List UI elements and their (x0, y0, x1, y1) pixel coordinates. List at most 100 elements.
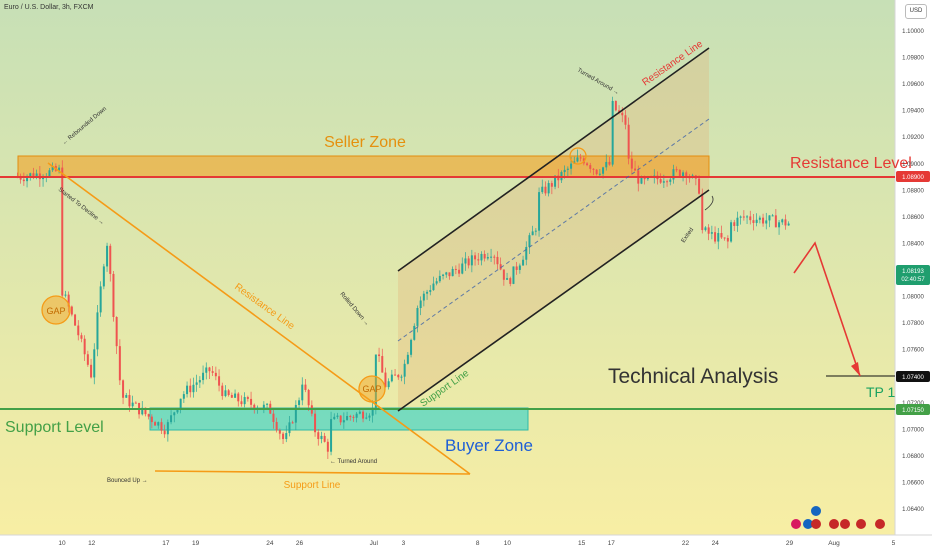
candle-body (742, 216, 745, 218)
candle-body (755, 219, 758, 223)
current-price-text: 1.08193 (902, 269, 924, 275)
candle-body (330, 419, 333, 452)
candle-body (787, 223, 790, 226)
candle-body (419, 300, 422, 309)
tp-price-text: 1.07400 (902, 375, 924, 381)
candle-body (474, 255, 477, 260)
candle-body (342, 420, 345, 423)
time-tick-label: 8 (476, 540, 480, 547)
candle-body (192, 384, 195, 393)
time-tick-label: 24 (266, 540, 274, 547)
event-icon[interactable] (811, 519, 821, 529)
event-icon[interactable] (791, 519, 801, 529)
plot-background (0, 0, 895, 540)
candle-body (42, 177, 45, 180)
candle-body (608, 161, 611, 165)
candle-body (605, 161, 608, 168)
price-tick-label: 1.06400 (902, 507, 924, 513)
candle-body (134, 402, 137, 404)
candle-body (234, 393, 237, 398)
candle-body (547, 183, 550, 194)
candle-body (522, 259, 525, 266)
event-icon[interactable] (856, 519, 866, 529)
time-axis: 10 12 17 19 24 26 Jul 3 8 10 15 17 22 24 29 Aug 5 (58, 540, 895, 547)
candle-body (294, 404, 297, 423)
candle-body (506, 278, 509, 280)
candle-body (67, 294, 70, 307)
candle-body (730, 222, 733, 242)
candle-body (160, 422, 163, 431)
currency-button[interactable]: USD (905, 4, 927, 19)
time-tick-label: Aug (828, 540, 840, 547)
tp1-label: TP 1 (866, 384, 896, 400)
candle-body (781, 219, 784, 223)
price-tick-label: 1.09800 (902, 56, 924, 62)
time-tick-label: 17 (608, 540, 616, 547)
candle-body (381, 356, 384, 373)
candle-body (141, 407, 144, 415)
candle-body (448, 272, 451, 277)
time-tick-label: 15 (578, 540, 586, 547)
candle-body (710, 232, 713, 234)
candle-body (765, 220, 768, 224)
candle-body (675, 169, 678, 171)
price-tick-label: 1.07600 (902, 348, 924, 354)
candle-body (61, 167, 64, 296)
candle-body (115, 316, 118, 347)
candle-body (317, 432, 320, 440)
candle-body (432, 283, 435, 291)
gap-marker-1 (41, 295, 71, 325)
candle-body (480, 253, 483, 261)
candle-body (518, 265, 521, 270)
candle-body (208, 367, 211, 372)
candle-body (176, 408, 179, 413)
candle-body (112, 273, 115, 317)
time-tick-label: 19 (192, 540, 200, 547)
candle-body (349, 416, 352, 418)
candle-body (752, 220, 755, 223)
candle-body (454, 268, 457, 270)
candle-body (717, 233, 720, 242)
candle-body (669, 179, 672, 182)
candle-body (589, 165, 592, 169)
candle-body (422, 293, 425, 301)
candle-body (400, 376, 403, 378)
candle-body (26, 176, 29, 182)
candle-body (77, 325, 80, 336)
candle-body (35, 173, 38, 178)
candle-body (336, 415, 339, 417)
event-icon[interactable] (811, 506, 821, 516)
candle-body (19, 177, 22, 180)
candle-body (93, 349, 96, 378)
candle-body (144, 407, 147, 415)
candle-body (723, 237, 726, 239)
candle-body (333, 416, 336, 420)
candle-body (384, 372, 387, 388)
price-tick-label: 1.06600 (902, 480, 924, 486)
candle-body (362, 411, 365, 419)
symbol-title: Euro / U.S. Dollar, 3h, FXCM (4, 4, 94, 11)
candle-body (662, 181, 665, 183)
candle-body (230, 395, 233, 398)
candle-body (240, 401, 243, 405)
candle-body (486, 257, 489, 259)
candle-body (224, 390, 227, 397)
event-icon[interactable] (840, 519, 850, 529)
candle-body (739, 216, 742, 218)
event-icon[interactable] (829, 519, 839, 529)
candle-body (634, 168, 637, 171)
candle-body (106, 245, 109, 267)
candle-body (122, 380, 125, 398)
event-icon[interactable] (803, 519, 813, 529)
candle-body (771, 215, 774, 217)
candle-body (736, 217, 739, 226)
bottom-support-line (154, 470, 471, 475)
candle-body (352, 416, 355, 418)
candle-body (598, 173, 601, 175)
candle-body (179, 398, 182, 409)
candle-body (477, 259, 480, 261)
event-icon[interactable] (875, 519, 885, 529)
candle-body (435, 281, 438, 284)
candle-body (467, 258, 470, 266)
